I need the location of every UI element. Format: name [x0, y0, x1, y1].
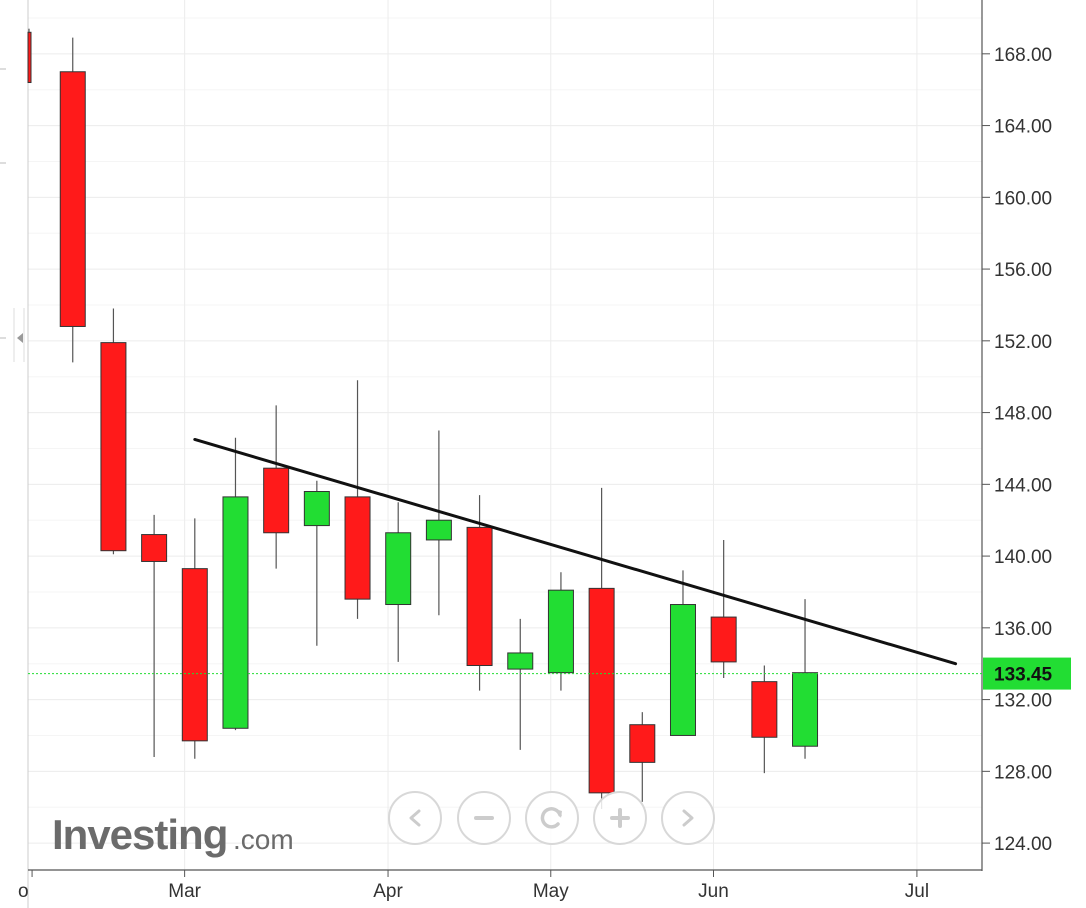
zoom-out-button[interactable]: [457, 791, 511, 845]
investing-logo: Investing .com: [52, 811, 294, 858]
candle-body: [710, 616, 737, 663]
candle-body: [669, 604, 696, 736]
zoom-in-button[interactable]: [593, 791, 647, 845]
candle[interactable]: [222, 437, 249, 731]
x-tick-label: Mar: [168, 881, 201, 902]
x-tick-label: o: [18, 881, 29, 902]
x-tick-label: Jul: [905, 881, 929, 902]
candle-body: [629, 724, 656, 763]
y-axis-tick-labels: 168.00 164.00 160.00 156.00 152.00 148.00 144.…: [982, 45, 1052, 855]
last-price-badge: [983, 657, 1071, 690]
candle-body: [425, 519, 452, 541]
y-tick-label: 140.00: [994, 547, 1052, 568]
x-tick-label: May: [533, 881, 569, 902]
candle[interactable]: [547, 572, 574, 691]
y-tick-label: 132.00: [994, 691, 1052, 712]
candle-body: [344, 496, 371, 600]
candle-body: [588, 587, 615, 794]
candle[interactable]: [425, 430, 452, 616]
candle-body: [385, 532, 412, 606]
candle[interactable]: [792, 599, 819, 759]
candle[interactable]: [263, 405, 290, 569]
candle[interactable]: [181, 518, 208, 759]
y-tick-label: 160.00: [994, 188, 1052, 209]
candle-body: [466, 526, 493, 667]
candle[interactable]: [710, 539, 737, 679]
chevron-right-icon: [682, 809, 694, 827]
y-tick-label: 156.00: [994, 260, 1052, 281]
candle-body: [263, 467, 290, 534]
logo-suffix-text: .com: [233, 824, 294, 855]
y-tick-label: 144.00: [994, 475, 1052, 496]
plus-icon: [610, 808, 630, 828]
last-price-group: 133.45: [28, 657, 1071, 690]
x-tick-label: Jun: [698, 881, 729, 902]
candle[interactable]: [466, 495, 493, 691]
y-tick-label: 128.00: [994, 762, 1052, 783]
collapse-arrow-icon[interactable]: [17, 333, 23, 343]
candle[interactable]: [751, 665, 778, 774]
axes: [28, 0, 983, 871]
candle[interactable]: [507, 618, 534, 750]
y-tick-label: 124.00: [994, 834, 1052, 855]
candle-partial[interactable]: [27, 28, 32, 84]
candle[interactable]: [588, 487, 615, 810]
last-price-label: 133.45: [994, 665, 1053, 686]
candle[interactable]: [344, 380, 371, 619]
refresh-icon: [540, 807, 562, 829]
candle-body: [303, 491, 330, 527]
scroll-left-button[interactable]: [388, 791, 442, 845]
scroll-right-button[interactable]: [661, 791, 715, 845]
y-tick-label: 136.00: [994, 619, 1052, 640]
candle[interactable]: [669, 570, 696, 736]
y-tick-label: 168.00: [994, 45, 1052, 66]
trendline-group[interactable]: [193, 437, 958, 666]
candle-body: [792, 672, 819, 747]
candle[interactable]: [629, 712, 656, 802]
y-tick-label: 164.00: [994, 117, 1052, 138]
candle[interactable]: [385, 502, 412, 662]
candle[interactable]: [100, 308, 127, 555]
chart-navigation: [388, 791, 715, 845]
x-tick-label: Apr: [373, 881, 403, 902]
reset-button[interactable]: [525, 791, 579, 845]
candle[interactable]: [303, 480, 330, 646]
candle-body: [507, 652, 534, 670]
candle-body: [141, 534, 168, 562]
candle[interactable]: [59, 37, 86, 363]
candle-body: [27, 31, 32, 84]
candle-body: [100, 342, 127, 552]
candle-body: [547, 589, 574, 674]
y-tick-label: 148.00: [994, 404, 1052, 425]
candle-body: [222, 496, 249, 729]
candle-body: [181, 568, 208, 742]
grid-lines: [28, 0, 982, 870]
candle-body: [751, 681, 778, 738]
candle[interactable]: [141, 514, 168, 757]
y-tick-label: 152.00: [994, 332, 1052, 353]
resistance-trendline[interactable]: [193, 437, 958, 666]
left-panel-edge: [0, 0, 29, 908]
candles: [27, 28, 819, 810]
logo-brand-text: Investing: [52, 811, 227, 858]
chevron-left-icon: [409, 809, 421, 827]
x-axis-tick-labels: o Mar Apr May Jun Jul: [18, 870, 929, 902]
candle-body: [59, 71, 86, 327]
